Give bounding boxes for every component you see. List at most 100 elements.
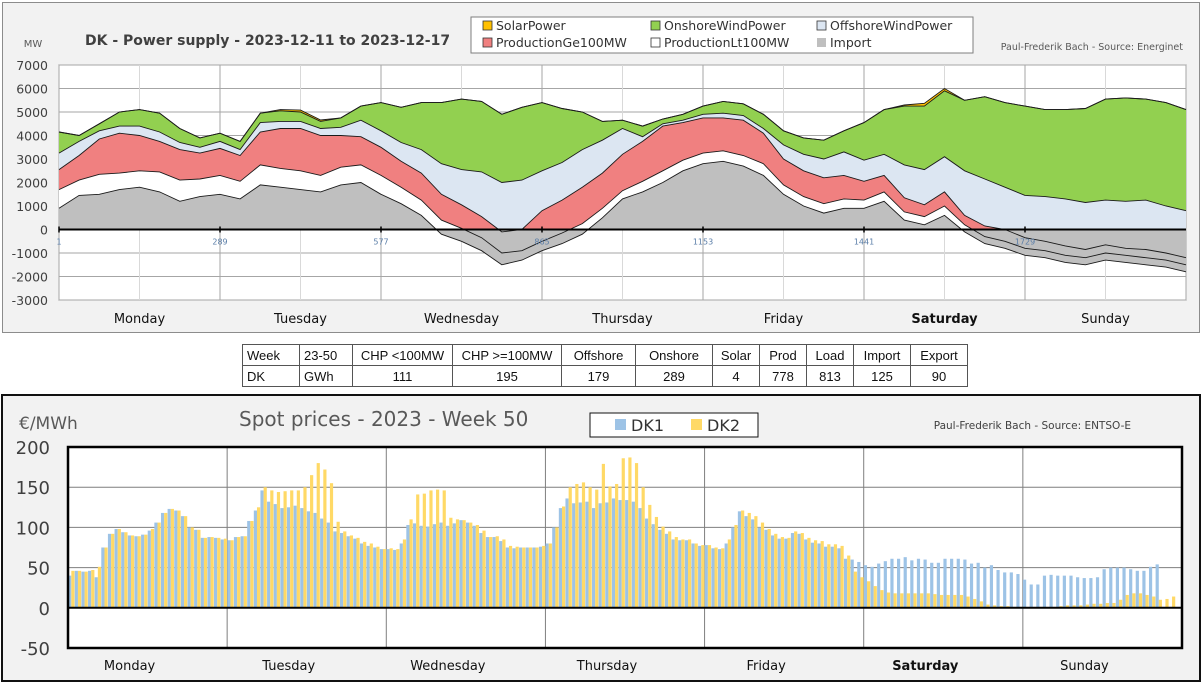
bar-dk2 xyxy=(661,526,665,608)
bar-dk1 xyxy=(227,540,231,608)
bar-dk2 xyxy=(1105,602,1109,608)
bar-dk1 xyxy=(107,533,112,608)
bar-dk2 xyxy=(117,529,121,608)
bar-dk1 xyxy=(94,577,98,608)
bar-dk2 xyxy=(111,533,115,608)
bar-dk2 xyxy=(1145,594,1149,608)
bar-dk2 xyxy=(800,533,804,608)
bar-dk1 xyxy=(220,539,224,608)
bar-dk1 xyxy=(465,522,470,608)
bar-dk2 xyxy=(542,545,546,608)
bar-dk1 xyxy=(671,539,675,608)
bar-dk2 xyxy=(648,504,652,608)
bar-dk2 xyxy=(124,532,128,608)
bar-dk1 xyxy=(379,549,383,608)
bar-dk2 xyxy=(754,516,758,608)
bar-dk2 xyxy=(310,475,314,608)
x-tick-label: 1153 xyxy=(693,238,713,247)
bar-dk1 xyxy=(625,500,629,608)
bar-dk1 xyxy=(432,524,437,608)
bar-dk1 xyxy=(386,549,390,608)
bar-dk2 xyxy=(130,535,135,608)
bar-dk2 xyxy=(813,540,818,608)
bar-dk1 xyxy=(406,524,410,608)
bar-dk1 xyxy=(572,503,576,608)
table-cell: 179 xyxy=(561,365,636,387)
legend: SolarPower OnshoreWindPower OffshoreWindPo… xyxy=(470,16,974,54)
bar-dk1 xyxy=(618,500,622,608)
y-tick-label: -2000 xyxy=(12,270,48,285)
x-tick-label: 865 xyxy=(534,238,549,247)
bar-dk2 xyxy=(721,548,725,608)
bar-dk1 xyxy=(233,537,238,608)
bar-dk2 xyxy=(741,510,745,608)
spot-prices-chart-panel: €/MWh Spot prices - 2023 - Week 50 Paul-… xyxy=(1,394,1201,682)
bar-dk1 xyxy=(684,540,688,608)
bar-dk2 xyxy=(150,529,155,608)
bar-dk1 xyxy=(804,539,808,608)
bar-dk1 xyxy=(340,533,344,608)
bar-dk2 xyxy=(1158,599,1162,608)
bar-dk2 xyxy=(1092,603,1096,608)
bar-dk2 xyxy=(203,537,208,608)
bar-dk1 xyxy=(114,529,118,608)
bar-dk1 xyxy=(154,522,158,608)
bar-dk1 xyxy=(147,530,151,608)
bar-dk1 xyxy=(1102,569,1106,608)
bar-dk2 xyxy=(528,547,533,608)
bar-dk2 xyxy=(1125,594,1129,608)
bar-dk1 xyxy=(74,570,78,608)
bar-dk1 xyxy=(598,503,602,608)
bar-dk2 xyxy=(634,463,639,608)
day-label: Sunday xyxy=(1081,312,1130,327)
bar-dk2 xyxy=(1132,593,1136,608)
weekly-summary-table: Week 23-50 CHP <100MW CHP >=100MW Offsho… xyxy=(242,344,968,387)
table-cell: 4 xyxy=(712,365,760,387)
bar-dk1 xyxy=(651,524,655,608)
table-cell: Load xyxy=(806,344,854,366)
bar-dk2 xyxy=(1099,603,1103,608)
bar-dk2 xyxy=(416,494,420,608)
bar-dk2 xyxy=(939,594,944,608)
bar-dk1 xyxy=(313,512,317,608)
bar-dk1 xyxy=(558,508,562,608)
bar-dk2 xyxy=(933,594,937,608)
bar-dk2 xyxy=(283,491,287,608)
bar-dk2 xyxy=(767,529,771,608)
y-tick-label: 200 xyxy=(16,438,50,459)
bar-dk1 xyxy=(910,560,914,608)
bar-dk1 xyxy=(691,543,695,608)
line-productionge100mw xyxy=(58,117,1187,259)
plot-border xyxy=(66,445,1184,650)
bar-dk2 xyxy=(462,520,466,608)
legend-label: Import xyxy=(830,35,872,50)
bar-dk2 xyxy=(263,487,267,608)
bar-dk1 xyxy=(326,522,330,608)
bar-dk1 xyxy=(373,547,377,608)
bar-dk1 xyxy=(141,534,145,608)
bar-dk2 xyxy=(900,593,904,608)
bar-dk1 xyxy=(837,548,841,608)
line-offshorewindpower xyxy=(58,112,1187,212)
bar-dk2 xyxy=(694,543,698,608)
bar-dk1 xyxy=(611,498,616,608)
y-tick-label: 0 xyxy=(39,599,50,620)
x-tick-label: 1441 xyxy=(854,238,874,247)
bar-dk2 xyxy=(157,522,161,608)
legend-label: OnshoreWindPower xyxy=(664,18,786,33)
bar-dk1 xyxy=(88,570,92,608)
area-productionlt100mw xyxy=(59,150,1186,272)
bar-dk1 xyxy=(850,559,854,608)
y-tick-label: 1000 xyxy=(16,199,48,214)
bar-dk1 xyxy=(1135,570,1139,608)
table-cell: 111 xyxy=(352,365,453,387)
bar-dk2 xyxy=(840,545,844,608)
plot-area xyxy=(68,447,1182,648)
bar-dk1 xyxy=(366,545,370,608)
bar-dk1 xyxy=(843,558,848,608)
bar-dk2 xyxy=(873,586,877,608)
bar-dk1 xyxy=(711,548,715,608)
bar-dk2 xyxy=(807,537,811,608)
bar-dk2 xyxy=(1079,605,1083,608)
y-tick-label: 3000 xyxy=(16,152,48,167)
